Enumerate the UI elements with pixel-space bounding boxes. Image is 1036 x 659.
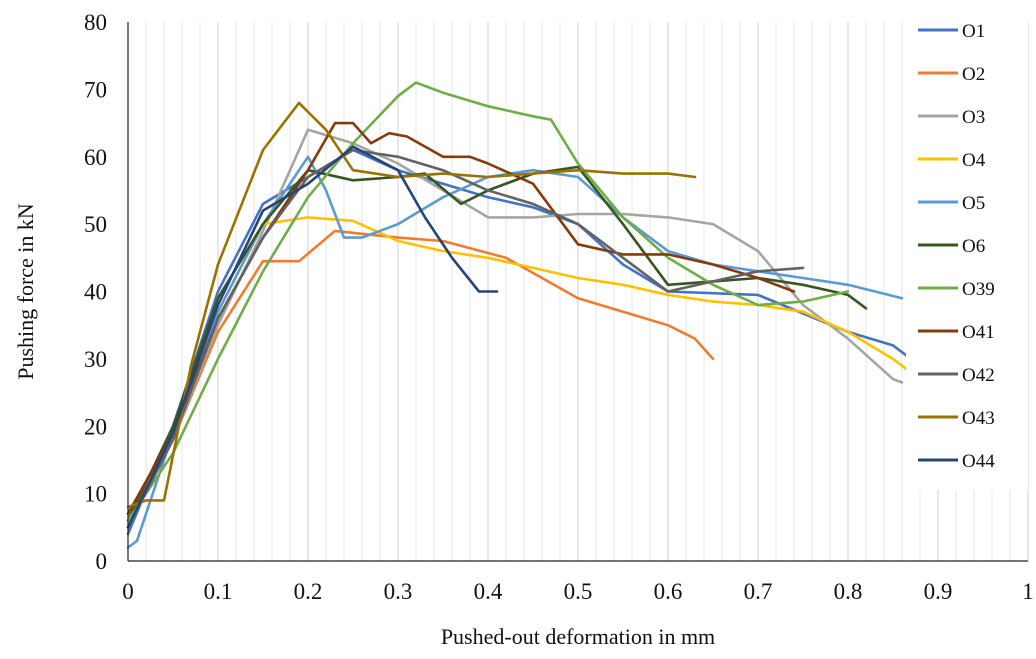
- x-tick-label: 0.6: [654, 579, 683, 604]
- legend-label-o1: O1: [962, 21, 985, 42]
- series-line-o3: [126, 128, 904, 529]
- legend-label-o41: O41: [962, 322, 995, 343]
- x-tick-label: 0: [122, 579, 134, 604]
- series-line-o39: [126, 81, 850, 522]
- x-tick-label: 1: [1022, 579, 1034, 604]
- series-line-o2: [126, 229, 715, 522]
- x-tick-label: 0.7: [744, 579, 773, 604]
- x-tick-label: 0.3: [384, 579, 413, 604]
- axes: [127, 22, 1028, 562]
- legend-label-o2: O2: [962, 64, 985, 85]
- x-tick-label: 0.4: [474, 579, 503, 604]
- x-tick-label: 0.2: [294, 579, 323, 604]
- legend-label-o3: O3: [962, 107, 985, 128]
- y-tick-label: 50: [84, 212, 107, 237]
- x-tick-label: 0.9: [924, 579, 953, 604]
- y-tick-label: 70: [84, 77, 107, 102]
- y-tick-label: 80: [84, 10, 107, 35]
- x-tick-label: 0.5: [564, 579, 593, 604]
- y-tick-label: 10: [84, 482, 107, 507]
- series-line-o42: [126, 148, 805, 529]
- x-axis-label: Pushed-out deformation in mm: [441, 624, 715, 649]
- y-tick-label: 60: [84, 145, 107, 170]
- legend: O1 O2 O3 O4 O5 O6 O39 O41 O42 O43 O44: [906, 12, 1028, 490]
- legend-label-o4: O4: [962, 150, 986, 171]
- x-tick-label: 0.8: [834, 579, 863, 604]
- series-layer: [126, 81, 913, 549]
- legend-box: [906, 12, 1028, 490]
- series-line-o44: [126, 145, 499, 529]
- x-tick-label: 0.1: [204, 579, 233, 604]
- legend-label-o43: O43: [962, 408, 995, 429]
- legend-label-o44: O44: [962, 451, 995, 472]
- legend-label-o5: O5: [962, 193, 985, 214]
- y-tick-label: 0: [96, 549, 108, 574]
- legend-label-o39: O39: [962, 279, 995, 300]
- y-tick-label: 40: [84, 280, 107, 305]
- series-line-o5: [126, 155, 904, 549]
- y-tick-label: 30: [84, 347, 107, 372]
- y-tick-label: 20: [84, 414, 107, 439]
- tick-labels: 0 0.1 0.2 0.3 0.4 0.5 0.6 0.7 0.8 0.9 101020304050…: [84, 10, 1034, 604]
- series-line-o1: [126, 148, 913, 536]
- y-axis-label: Pushing force in kN: [13, 203, 38, 380]
- legend-label-o42: O42: [962, 365, 995, 386]
- legend-label-o6: O6: [962, 236, 985, 257]
